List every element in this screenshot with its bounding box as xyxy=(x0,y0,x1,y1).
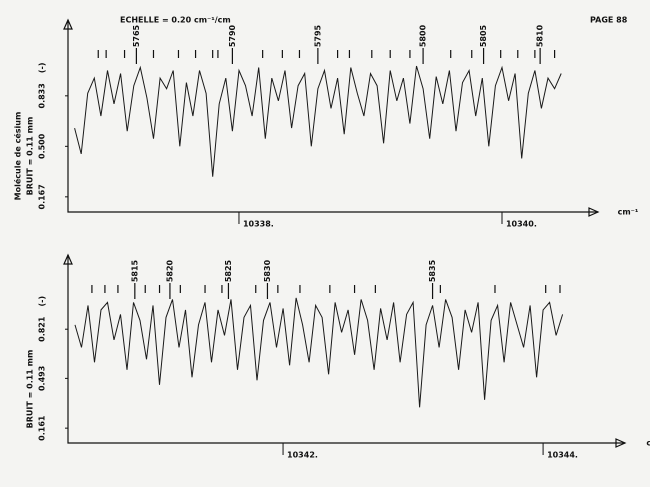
y-tick-label: 0.167 xyxy=(38,184,47,209)
x-arrow xyxy=(588,207,600,217)
annotation-label: 5800 xyxy=(419,24,428,47)
x-axis-label: cm⁻ xyxy=(646,439,650,448)
annotation-label: 5830 xyxy=(263,259,272,282)
annotation-label: 5795 xyxy=(313,24,322,47)
annotation-label: 5815 xyxy=(130,259,139,282)
x-tick-label: 10338. xyxy=(243,220,274,229)
annotation-label: 5765 xyxy=(132,24,141,47)
page-number: PAGE 88 xyxy=(590,16,628,25)
spectrum-trace xyxy=(74,65,562,177)
y-tick-label: 0.500 xyxy=(38,133,47,159)
annotation-label: 5805 xyxy=(479,24,488,47)
y-axis-label: Molécule de césium xyxy=(13,112,23,201)
y-tick-label: 0.493 xyxy=(38,366,47,391)
unit-marker: (-) xyxy=(38,63,47,74)
y-axis-label: BRUIT = 0.11 mm xyxy=(26,117,35,196)
unit-marker: (-) xyxy=(38,296,47,307)
annotation-label: 5810 xyxy=(536,24,545,47)
x-axis-label: cm⁻¹ xyxy=(618,208,639,217)
spectrum-trace xyxy=(74,297,564,408)
y-tick-label: 0.821 xyxy=(38,316,47,342)
axes xyxy=(67,20,598,213)
x-tick-label: 10344. xyxy=(547,451,578,460)
annotation-label: 5790 xyxy=(228,24,237,47)
y-axis-label: BRUIT = 0.11 mm xyxy=(26,350,35,429)
annotation-label: 5820 xyxy=(165,259,174,282)
annotation-label: 5835 xyxy=(428,259,437,282)
axes xyxy=(67,255,625,444)
x-tick-label: 10340. xyxy=(506,220,537,229)
y-arrow xyxy=(63,253,73,265)
annotation-label: 5825 xyxy=(224,259,233,282)
y-tick-label: 0.833 xyxy=(38,83,47,108)
x-tick-label: 10342. xyxy=(287,451,318,460)
y-tick-label: 0.161 xyxy=(38,415,47,441)
x-arrow xyxy=(615,438,627,448)
page-title: ECHELLE = 0.20 cm⁻¹/cm xyxy=(120,16,231,25)
y-arrow xyxy=(63,18,73,30)
